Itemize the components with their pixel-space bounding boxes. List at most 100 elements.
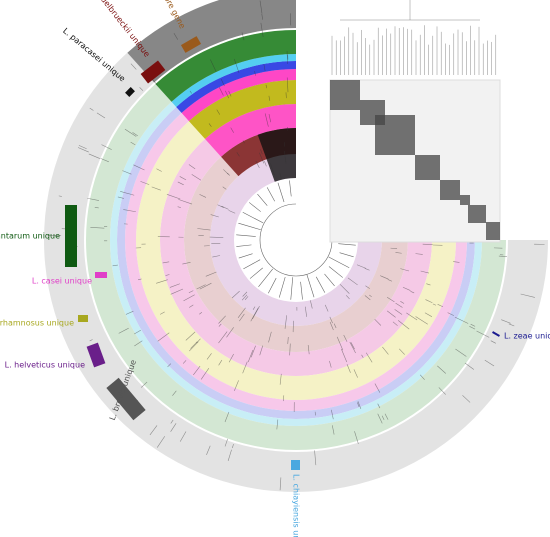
streak <box>520 293 535 298</box>
streak <box>432 303 437 306</box>
streak <box>268 95 271 101</box>
streak <box>307 344 310 355</box>
streak <box>151 186 161 191</box>
streak <box>490 340 496 344</box>
streak <box>462 395 471 403</box>
streak <box>400 301 405 304</box>
core-band <box>127 0 296 83</box>
streak <box>156 168 162 172</box>
streak <box>160 311 165 315</box>
streak <box>261 13 263 20</box>
streak <box>254 71 256 76</box>
streak <box>394 309 403 315</box>
streak <box>216 109 221 115</box>
streak <box>134 329 142 335</box>
streak <box>165 274 170 276</box>
streak <box>242 140 245 144</box>
streak <box>286 50 288 64</box>
streak <box>279 373 282 385</box>
streak <box>132 132 138 137</box>
core-band <box>181 69 296 122</box>
streak <box>141 381 148 388</box>
label-text: L. rhamnosus unique <box>0 319 74 328</box>
streak <box>226 327 234 338</box>
dendro-branch <box>266 187 275 202</box>
streak <box>239 313 245 322</box>
streak <box>310 300 313 309</box>
label-marker <box>492 331 500 337</box>
streak <box>100 158 109 163</box>
streak <box>252 306 260 320</box>
streak <box>170 288 184 295</box>
streak <box>199 282 212 290</box>
dendro-branch <box>290 277 294 300</box>
label-text: L. plantarum unique <box>0 232 60 241</box>
streak <box>324 304 329 312</box>
heatmap-block <box>468 205 486 223</box>
streak <box>196 284 206 290</box>
streak <box>173 32 179 40</box>
streak <box>395 252 402 254</box>
streak <box>139 87 144 91</box>
streak <box>191 174 202 181</box>
streak <box>218 323 222 327</box>
label-text: L. casei unique <box>32 277 92 286</box>
dendro-branch <box>339 252 354 258</box>
streak <box>270 163 275 176</box>
streak <box>228 210 236 214</box>
streak <box>250 345 256 358</box>
streak <box>260 22 264 37</box>
streak <box>289 343 291 356</box>
streak <box>406 312 418 321</box>
label-text: L. chiayiensis unique <box>292 474 301 537</box>
streak <box>386 310 396 318</box>
streak <box>223 169 229 175</box>
streak <box>231 290 240 299</box>
streak <box>179 176 187 181</box>
streak <box>454 316 469 324</box>
streak <box>346 364 351 373</box>
streak <box>156 279 168 284</box>
streak <box>130 141 136 146</box>
streak <box>208 123 212 127</box>
streak <box>276 419 279 430</box>
streak <box>476 330 490 338</box>
dendro-branch <box>258 268 273 287</box>
heatmap-block <box>375 115 415 155</box>
streak <box>183 294 195 302</box>
streak <box>464 362 475 370</box>
streak <box>377 413 383 424</box>
streak <box>188 290 194 294</box>
streak <box>230 127 234 133</box>
core-band <box>155 30 296 102</box>
dendro-branch <box>268 277 277 294</box>
streak <box>364 295 371 301</box>
streak <box>349 341 356 354</box>
streak <box>212 255 221 258</box>
streak <box>501 319 511 324</box>
streak <box>177 181 184 186</box>
core-band <box>176 61 296 113</box>
streak <box>118 327 129 334</box>
label-text: L. zeae unique <box>504 332 550 341</box>
dendro-branch <box>338 243 356 246</box>
streak <box>149 425 158 436</box>
streak <box>206 445 211 455</box>
streak <box>284 315 287 329</box>
streak <box>438 387 446 395</box>
streak <box>218 315 226 324</box>
streak <box>58 195 62 197</box>
streak <box>415 316 428 325</box>
streak <box>279 172 282 180</box>
streak <box>122 170 132 175</box>
streak <box>200 367 210 380</box>
streak <box>177 206 181 208</box>
streak <box>260 149 263 155</box>
streak <box>228 353 234 363</box>
streak <box>392 321 398 326</box>
streak <box>169 283 180 288</box>
streak <box>233 58 240 73</box>
streak <box>264 161 267 167</box>
dendro-branch <box>257 193 268 206</box>
streak <box>125 310 134 315</box>
